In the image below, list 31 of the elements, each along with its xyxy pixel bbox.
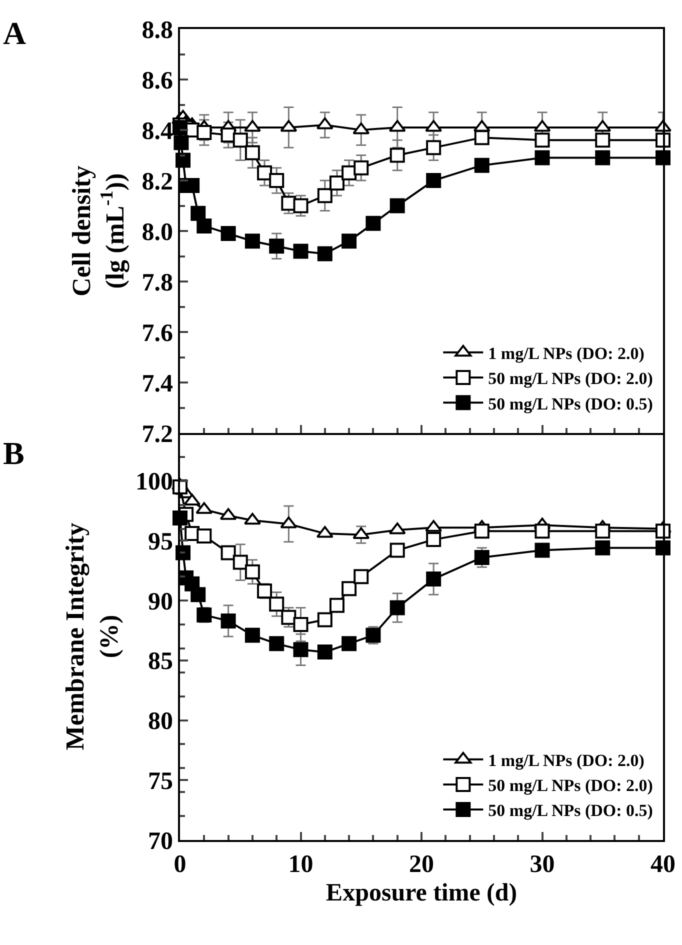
y-tick-label: 75 (148, 768, 173, 795)
y-tick-label: 90 (148, 588, 173, 616)
y-tick-label: 80 (148, 708, 173, 736)
y-tick-label: 7.8 (142, 269, 173, 296)
x-tick-label: 20 (409, 851, 434, 878)
y-tick-label: 8.0 (142, 218, 173, 246)
y-tick-label: 8.6 (142, 67, 173, 94)
legend-label: 50 mg/L NPs (DO: 2.0) (488, 776, 653, 796)
legend-label: 50 mg/L NPs (DO: 0.5) (488, 801, 653, 820)
x-tick-label: 0 (174, 851, 186, 878)
y-tick-label: 7.2 (142, 420, 173, 448)
x-tick-label: 30 (530, 851, 555, 878)
y-tick-label: 7.4 (142, 370, 174, 398)
x-tick-label: 10 (288, 851, 314, 878)
y-tick-label: 95 (148, 528, 173, 556)
y-tick-label: 7.6 (142, 320, 173, 347)
y-tick-label: 100 (136, 468, 173, 496)
legend-label: 1 mg/L NPs (DO: 2.0) (488, 344, 644, 364)
y-tick-label: 70 (148, 828, 173, 855)
y-tick-label: 85 (148, 648, 173, 676)
x-tick-label: 40 (650, 851, 676, 878)
legend-label: 1 mg/L NPs (DO: 2.0) (488, 750, 644, 770)
chart-title: B (3, 435, 24, 471)
legend-label: 50 mg/L NPs (DO: 2.0) (488, 369, 653, 388)
y-tick-label: 8.2 (142, 168, 173, 196)
legend-label: 50 mg/L NPs (DO: 0.5) (488, 394, 653, 414)
y-tick-label: 8.4 (142, 118, 174, 145)
y-axis-title: Membrane Integrity (%) (60, 522, 124, 750)
x-axis-title: Exposure time (d) (326, 880, 518, 906)
y-tick-label: 8.8 (142, 16, 173, 44)
chart-title: A (3, 15, 26, 51)
